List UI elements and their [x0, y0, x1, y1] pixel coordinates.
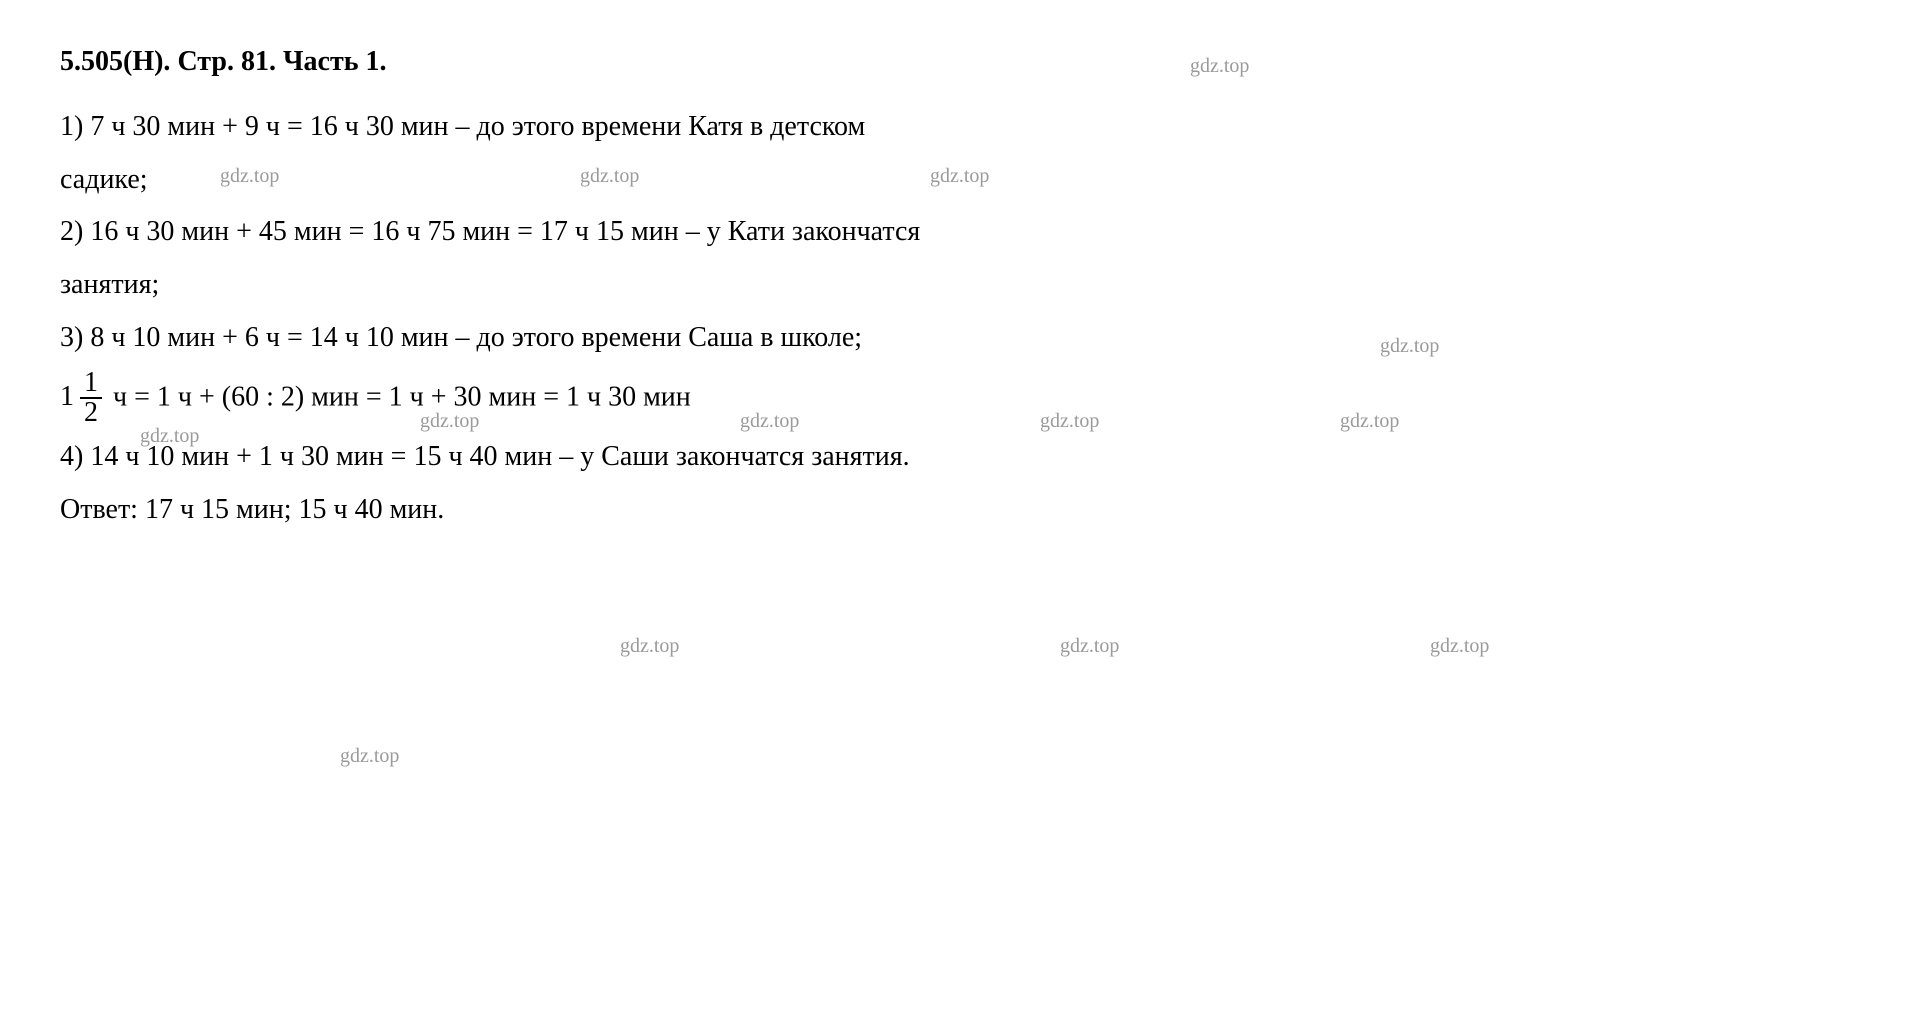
solution-line-5: 4) 14 ч 10 мин + 1 ч 30 мин = 15 ч 40 ми…	[60, 435, 1851, 480]
watermark: gdz.top	[1430, 630, 1489, 662]
page-ref: Стр. 81.	[177, 46, 276, 77]
solution-line-4: 1 1 2 ч = 1 ч + (60 : 2) мин = 1 ч + 30 …	[60, 369, 1851, 427]
problem-header: 5.505(Н). Стр. 81. Часть 1.	[60, 40, 1851, 85]
fraction-numerator: 1	[80, 369, 102, 399]
watermark: gdz.top	[340, 740, 399, 772]
part: Часть 1.	[283, 46, 387, 77]
answer-line: Ответ: 17 ч 15 мин; 15 ч 40 мин.	[60, 488, 1851, 533]
solution-line-1: 1) 7 ч 30 мин + 9 ч = 16 ч 30 мин – до э…	[60, 105, 1851, 150]
mixed-fraction: 1 1 2	[60, 369, 106, 427]
fraction-whole: 1	[60, 375, 74, 420]
fraction-denominator: 2	[80, 399, 102, 427]
line4-rest: ч = 1 ч + (60 : 2) мин = 1 ч + 30 мин = …	[113, 381, 691, 412]
problem-number: 5.505(Н).	[60, 46, 170, 77]
solution-line-1b: садике;	[60, 158, 1851, 203]
solution-line-3: 3) 8 ч 10 мин + 6 ч = 14 ч 10 мин – до э…	[60, 316, 1851, 361]
solution-line-2b: занятия;	[60, 263, 1851, 308]
header-text: 5.505(Н). Стр. 81. Часть 1.	[60, 40, 387, 85]
watermark: gdz.top	[620, 630, 679, 662]
solution-line-2: 2) 16 ч 30 мин + 45 мин = 16 ч 75 мин = …	[60, 210, 1851, 255]
content-wrapper: 5.505(Н). Стр. 81. Часть 1. 1) 7 ч 30 ми…	[60, 40, 1851, 532]
fraction: 1 2	[80, 369, 102, 427]
watermark: gdz.top	[1060, 630, 1119, 662]
